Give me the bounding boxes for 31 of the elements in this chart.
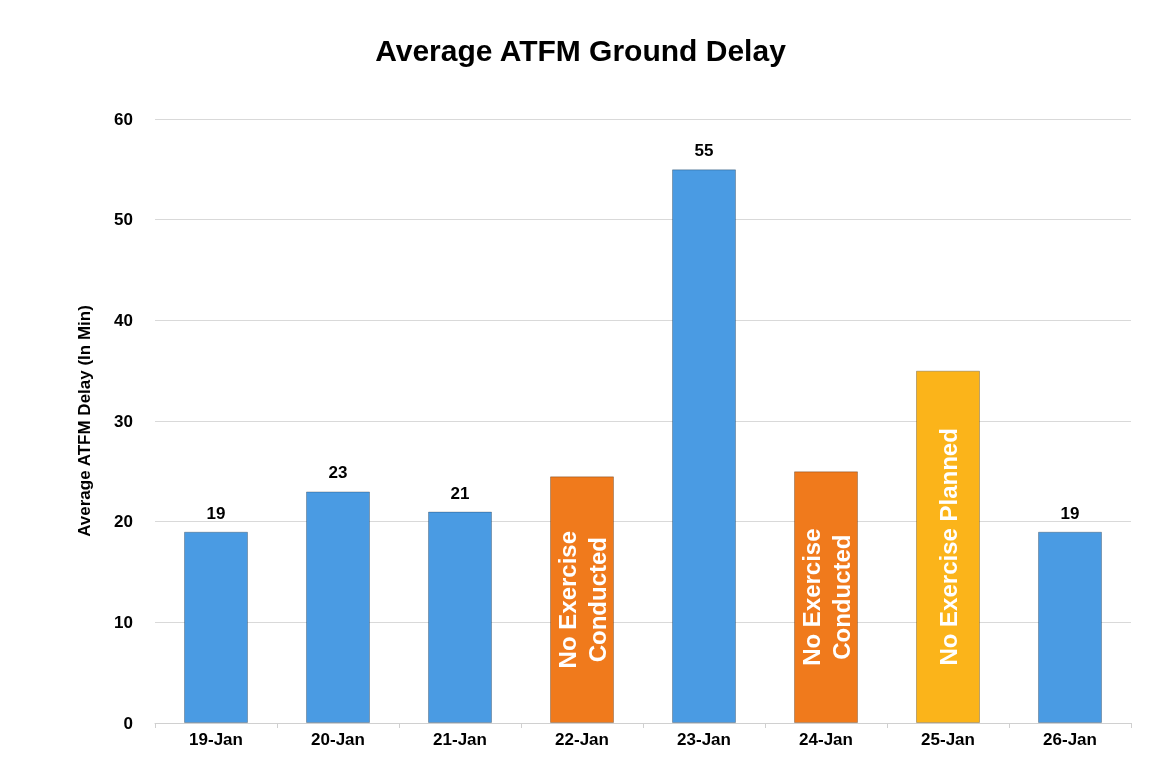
x-tick-label: 20-Jan <box>311 730 365 749</box>
y-tick-label: 10 <box>114 612 133 632</box>
data-label: 21 <box>450 483 470 503</box>
y-tick-label: 40 <box>114 310 133 330</box>
bar <box>184 531 248 723</box>
y-tick-label: 60 <box>114 109 133 129</box>
data-label: 19 <box>206 503 226 523</box>
bar <box>428 511 492 723</box>
data-label: 19 <box>1060 503 1080 523</box>
x-tick-label: 23-Jan <box>677 730 731 749</box>
y-axis-title: Average ATFM Delay (In Min) <box>75 305 94 537</box>
bar <box>672 169 736 723</box>
bar <box>1038 531 1102 723</box>
data-label: No Exercise Conducted <box>797 528 855 666</box>
bar <box>306 491 370 723</box>
x-tick-label: 22-Jan <box>555 730 609 749</box>
y-tick-label: 0 <box>123 713 133 733</box>
y-tick-label: 50 <box>114 210 133 230</box>
chart-title: Average ATFM Ground Delay <box>375 33 787 67</box>
x-tick-label: 21-Jan <box>433 730 487 749</box>
x-tick-label: 19-Jan <box>189 730 243 749</box>
x-tick-label: 25-Jan <box>921 730 975 749</box>
data-label: No Exercise Conducted <box>553 530 611 669</box>
data-label: 23 <box>328 463 348 483</box>
y-tick-label: 30 <box>114 411 133 431</box>
data-label: 55 <box>694 141 714 161</box>
x-tick-label: 26-Jan <box>1043 730 1097 749</box>
bar <box>916 370 980 723</box>
x-tick-label: 24-Jan <box>799 730 853 749</box>
data-label: No Exercise Planned <box>934 428 962 666</box>
y-tick-label: 20 <box>114 512 133 532</box>
